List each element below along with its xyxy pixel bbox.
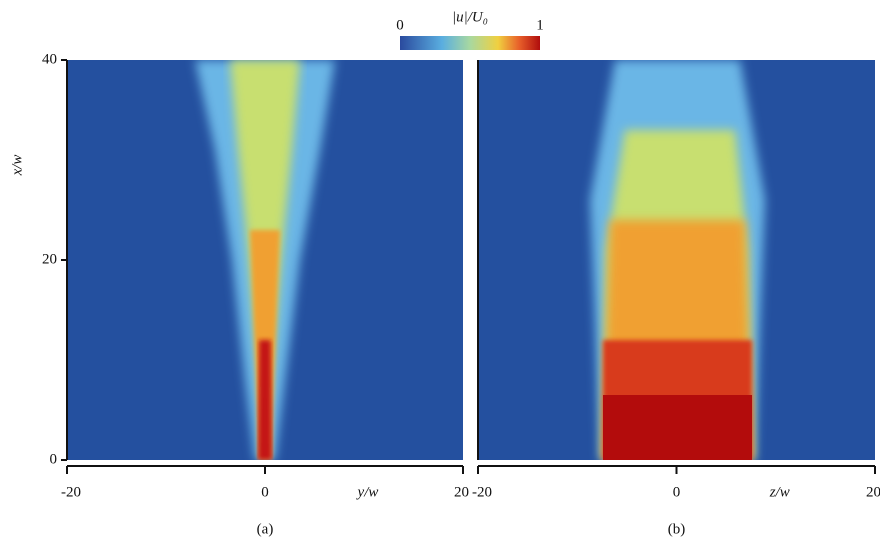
x-tick-label: 0	[261, 484, 269, 500]
y-tick-label: 0	[50, 451, 58, 467]
panel-caption: (b)	[668, 521, 686, 537]
y-tick-label: 20	[42, 251, 57, 267]
field-b	[478, 60, 875, 460]
field-a	[67, 60, 463, 460]
colorbar-tick-label: 1	[536, 17, 544, 33]
x-tick-label: 20	[454, 484, 469, 500]
y-axis-label: x/w	[9, 155, 25, 177]
y-tick-label: 40	[42, 51, 57, 67]
x-axis-label: y/w	[356, 484, 379, 500]
x-axis-label: z/w	[769, 484, 790, 500]
colorbar-label: |u|/U₀	[452, 9, 488, 25]
colorbar-tick-label: 0	[396, 17, 404, 33]
x-tick-label: 0	[673, 484, 681, 500]
x-tick-label: -20	[472, 484, 492, 500]
x-tick-label: -20	[61, 484, 81, 500]
x-tick-label: 20	[866, 484, 880, 500]
panel-caption: (a)	[257, 521, 274, 537]
colorbar	[400, 36, 540, 50]
